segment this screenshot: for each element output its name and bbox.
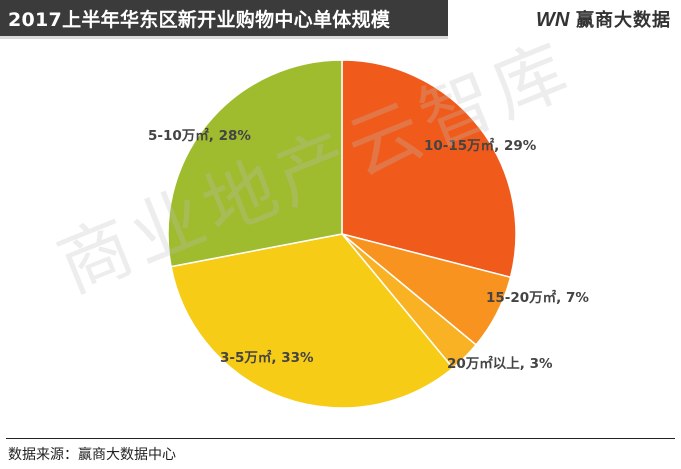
pie-slice [341, 59, 517, 279]
header: 2017上半年华东区新开业购物中心单体规模 WN 赢商大数据 [0, 0, 681, 40]
pie-slice [170, 233, 454, 409]
footer-divider [6, 438, 675, 439]
brand-name: 赢商大数据 [576, 10, 671, 31]
slice-label: 10-15万㎡, 29% [424, 137, 537, 154]
data-source: 数据来源：赢商大数据中心 [8, 447, 176, 463]
brand: WN 赢商大数据 [536, 7, 671, 31]
slice-label: 15-20万㎡, 7% [486, 289, 589, 306]
pie-chart: 10-15万㎡, 29% 15-20万㎡, 7% 20万㎡以上, 3% 3-5万㎡, … [148, 59, 589, 409]
pie-slice [167, 59, 343, 268]
slice-label: 20万㎡以上, 3% [447, 355, 553, 372]
brand-logo-text: WN [536, 9, 570, 30]
chart-title: 2017上半年华东区新开业购物中心单体规模 [8, 9, 391, 31]
pie-slices [167, 59, 517, 409]
brand-logo-icon: WN [536, 9, 570, 30]
chart-area: 10-15万㎡, 29% 15-20万㎡, 7% 20万㎡以上, 3% 3-5万㎡, … [0, 40, 681, 440]
pie-labels: 10-15万㎡, 29% 15-20万㎡, 7% 20万㎡以上, 3% 3-5万㎡, … [148, 127, 589, 372]
slice-label: 5-10万㎡, 28% [148, 127, 251, 144]
title-bar: 2017上半年华东区新开业购物中心单体规模 [0, 0, 448, 39]
slice-label: 3-5万㎡, 33% [220, 349, 314, 366]
